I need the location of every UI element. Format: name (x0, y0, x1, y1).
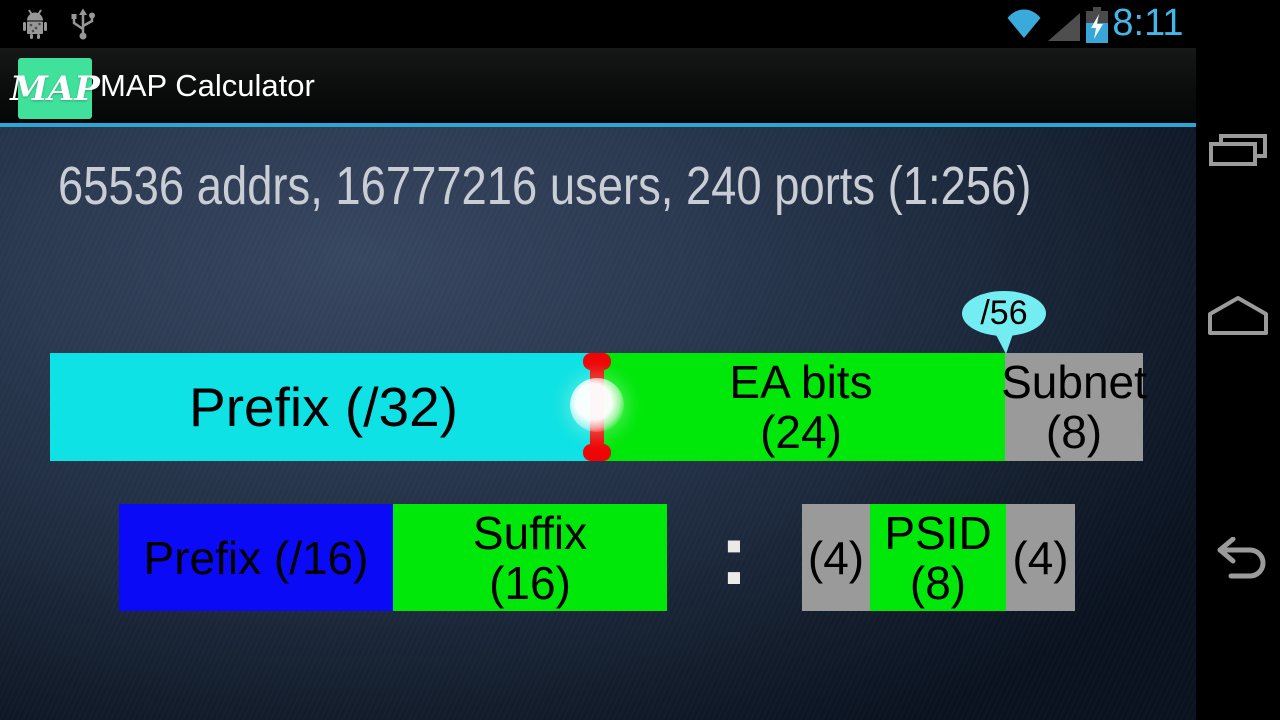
segment-ea-bits-size: (24) (760, 406, 842, 458)
box-port-high4: (4) (802, 504, 870, 611)
map-visualization-area: 65536 addrs, 16777216 users, 240 ports (… (0, 127, 1196, 720)
box-port-low4: (4) (1006, 504, 1075, 611)
wifi-icon (1007, 9, 1041, 38)
segment-prefix32-label: Prefix (/32) (189, 376, 458, 438)
actionbar-accent-line (0, 123, 1196, 127)
recents-icon (1209, 134, 1267, 166)
box-psid-label: PSID (884, 506, 992, 559)
segment-subnet-label: Subnet (1001, 356, 1147, 408)
box-port-high4-label: (4) (807, 531, 865, 584)
handle-cap-bottom[interactable] (583, 444, 611, 461)
box-suffix-label: Suffix (472, 506, 588, 559)
action-bar: MAP MAP Calculator (0, 48, 1196, 123)
prefix-length-bubble: /56 (962, 291, 1046, 336)
recents-button[interactable] (1206, 133, 1270, 167)
box-suffix-size: (16) (489, 556, 571, 609)
segment-subnet-size: (8) (1045, 406, 1103, 458)
summary-text: 65536 addrs, 16777216 users, 240 ports (… (58, 156, 1032, 216)
segment-ea-bits-label: EA bits (729, 356, 873, 408)
adb-debug-icon (23, 9, 47, 39)
segment-subnet: Subnet (8) (1001, 353, 1147, 461)
box-port-low4-label: (4) (1012, 531, 1069, 584)
home-button[interactable] (1206, 294, 1270, 336)
bit-divider-handle[interactable] (570, 353, 624, 461)
segment-ea-bits: EA bits (24) (597, 353, 1005, 461)
status-bar: 8:11 (0, 0, 1280, 48)
battery-charging-icon (1086, 7, 1108, 43)
box-suffix: Suffix (16) (393, 504, 667, 611)
bubble-tail (994, 331, 1014, 354)
home-icon (1208, 296, 1268, 335)
box-prefix16-label: Prefix (/16) (143, 531, 369, 584)
usb-icon (71, 8, 95, 40)
app-logo: MAP (10, 58, 100, 119)
port-separator-colon: : (719, 507, 749, 603)
app-title: MAP Calculator (100, 67, 315, 103)
status-clock: 8:11 (1112, 2, 1184, 44)
back-button[interactable] (1206, 537, 1270, 579)
handle-thumb[interactable] (570, 378, 624, 432)
cellular-signal-icon (1048, 13, 1080, 41)
box-psid: PSID (8) (870, 504, 1006, 611)
navigation-bar (1196, 0, 1280, 720)
box-psid-size: (8) (909, 556, 967, 609)
back-icon (1217, 537, 1266, 579)
box-prefix16: Prefix (/16) (119, 504, 393, 611)
segment-prefix32: Prefix (/32) (50, 353, 597, 461)
